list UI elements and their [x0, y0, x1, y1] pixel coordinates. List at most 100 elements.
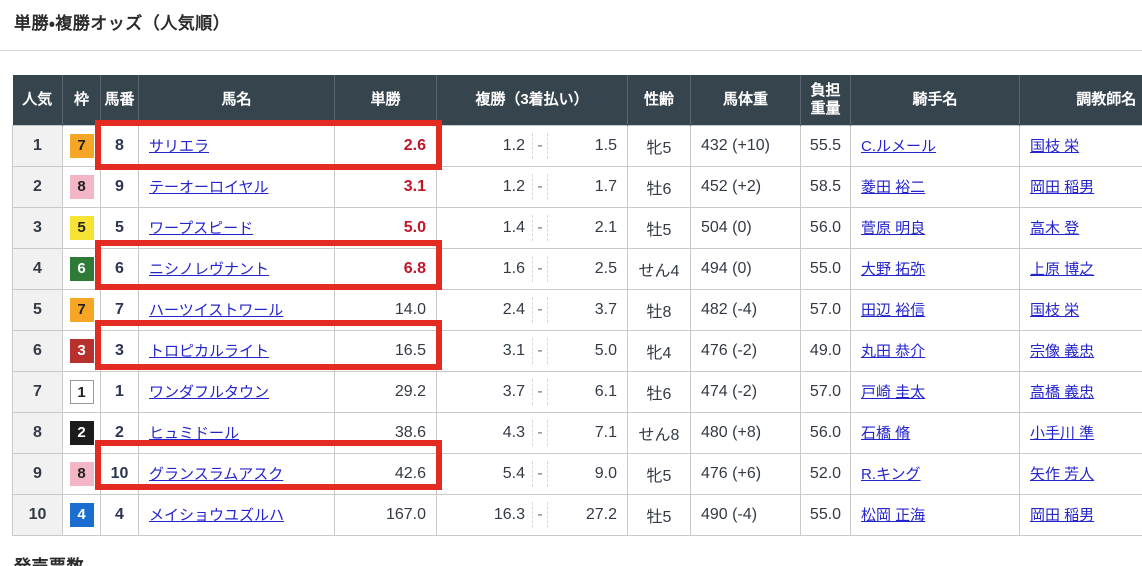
- header-horse: 馬名: [138, 75, 335, 125]
- load-weight-cell: 56.0: [800, 206, 851, 249]
- horse-link[interactable]: ワンダフルタウン: [149, 384, 270, 401]
- header-number: 馬番: [100, 75, 139, 125]
- win-odds-value: 14.0: [394, 300, 426, 318]
- table-row: 2 8 9 テーオーロイヤル 3.1 1.2 - 1.7 牡6 452 (+2)…: [12, 165, 1142, 208]
- horse-name-cell: ハーツイストワール: [138, 288, 335, 331]
- place-odds-low: 3.7: [502, 382, 525, 400]
- sex-age-cell: せん8: [627, 411, 691, 454]
- trainer-cell: 高橋 義忠: [1019, 370, 1142, 413]
- horse-weight-cell: 490 (-4): [690, 493, 801, 536]
- trainer-link[interactable]: 国枝 栄: [1030, 138, 1080, 155]
- jockey-link[interactable]: 松岡 正海: [861, 507, 926, 524]
- place-odds-range: 2.4 - 3.7: [437, 290, 627, 330]
- section-divider: [0, 50, 1142, 51]
- trainer-cell: 岡田 稲男: [1019, 493, 1142, 536]
- horse-link[interactable]: サリエラ: [149, 138, 210, 155]
- jockey-link[interactable]: 石橋 脩: [861, 425, 911, 442]
- horse-number-cell: 4: [100, 493, 139, 536]
- horse-weight-cell: 476 (-2): [690, 329, 801, 372]
- win-odds-cell: 3.1: [334, 165, 437, 208]
- trainer-link[interactable]: 岡田 稲男: [1030, 179, 1095, 196]
- rank-cell: 5: [12, 288, 63, 331]
- jockey-cell: 菱田 裕二: [850, 165, 1020, 208]
- horse-number-cell: 1: [100, 370, 139, 413]
- frame-number-badge: 7: [69, 297, 94, 322]
- horse-number-cell: 7: [100, 288, 139, 331]
- frame-number-badge: 8: [69, 174, 94, 199]
- sex-age-cell: 牡6: [627, 370, 691, 413]
- trainer-link[interactable]: 宗像 義忠: [1030, 343, 1095, 360]
- trainer-link[interactable]: 矢作 芳人: [1030, 466, 1095, 483]
- trainer-link[interactable]: 高木 登: [1030, 220, 1080, 237]
- trainer-link[interactable]: 上原 博之: [1030, 261, 1095, 278]
- horse-number-cell: 10: [100, 452, 139, 495]
- place-odds-separator: -: [532, 132, 548, 159]
- place-odds-cell: 3.1 - 5.0: [436, 329, 628, 372]
- jockey-link[interactable]: 田辺 裕信: [861, 302, 926, 319]
- load-weight-cell: 58.5: [800, 165, 851, 208]
- place-odds-low: 1.4: [502, 218, 525, 236]
- place-odds-cell: 16.3 - 27.2: [436, 493, 628, 536]
- horse-name-cell: メイショウユズルハ: [138, 493, 335, 536]
- horse-link[interactable]: ハーツイストワール: [149, 302, 284, 319]
- horse-link[interactable]: テーオーロイヤル: [149, 179, 269, 196]
- load-weight-cell: 55.0: [800, 247, 851, 290]
- horse-weight-cell: 494 (0): [690, 247, 801, 290]
- horse-link[interactable]: ヒュミドール: [149, 425, 240, 442]
- frame-number-badge: 4: [69, 502, 94, 527]
- place-odds-range: 16.3 - 27.2: [437, 495, 627, 535]
- jockey-cell: 菅原 明良: [850, 206, 1020, 249]
- jockey-link[interactable]: R.キング: [861, 466, 921, 483]
- place-odds-high: 1.5: [594, 136, 617, 154]
- horse-number-cell: 2: [100, 411, 139, 454]
- jockey-link[interactable]: 菱田 裕二: [861, 179, 926, 196]
- win-odds-cell: 6.8: [334, 247, 437, 290]
- rank-cell: 3: [12, 206, 63, 249]
- place-odds-cell: 1.2 - 1.7: [436, 165, 628, 208]
- win-odds-cell: 5.0: [334, 206, 437, 249]
- place-odds-separator: -: [532, 419, 548, 446]
- jockey-cell: 田辺 裕信: [850, 288, 1020, 331]
- place-odds-separator: -: [532, 255, 548, 282]
- horse-link[interactable]: トロピカルライト: [149, 343, 270, 360]
- odds-table-container: 人気 枠 馬番 馬名 単勝 複勝（3着払い） 性齢 馬体重 負担重量 騎手名 調…: [12, 75, 1142, 536]
- jockey-cell: 大野 拓弥: [850, 247, 1020, 290]
- horse-name-cell: トロピカルライト: [138, 329, 335, 372]
- place-odds-low: 5.4: [502, 464, 525, 482]
- jockey-link[interactable]: 大野 拓弥: [861, 261, 926, 278]
- horse-number-cell: 5: [100, 206, 139, 249]
- frame-cell: 4: [62, 493, 101, 536]
- rank-cell: 10: [12, 493, 63, 536]
- table-row: 7 1 1 ワンダフルタウン 29.2 3.7 - 6.1 牡6 474 (-2…: [12, 370, 1142, 413]
- place-odds-cell: 1.6 - 2.5: [436, 247, 628, 290]
- place-odds-low: 1.6: [502, 259, 525, 277]
- horse-link[interactable]: グランスラムアスク: [149, 466, 284, 483]
- jockey-link[interactable]: 菅原 明良: [861, 220, 926, 237]
- horse-link[interactable]: ワープスピード: [149, 220, 254, 237]
- trainer-link[interactable]: 小手川 準: [1030, 425, 1095, 442]
- trainer-link[interactable]: 高橋 義忠: [1030, 384, 1095, 401]
- frame-number-badge: 2: [69, 420, 94, 445]
- table-row: 8 2 2 ヒュミドール 38.6 4.3 - 7.1 せん8 480 (+8)…: [12, 411, 1142, 454]
- trainer-link[interactable]: 岡田 稲男: [1030, 507, 1095, 524]
- place-odds-range: 1.2 - 1.5: [437, 126, 627, 166]
- horse-link[interactable]: ニシノレヴナント: [149, 261, 270, 278]
- rank-cell: 1: [12, 124, 63, 167]
- place-odds-separator: -: [532, 173, 548, 200]
- frame-cell: 8: [62, 165, 101, 208]
- load-weight-cell: 55.5: [800, 124, 851, 167]
- place-odds-range: 1.6 - 2.5: [437, 249, 627, 289]
- horse-link[interactable]: メイショウユズルハ: [149, 507, 285, 524]
- horse-weight-cell: 480 (+8): [690, 411, 801, 454]
- header-jockey: 騎手名: [850, 75, 1020, 125]
- jockey-link[interactable]: C.ルメール: [861, 138, 937, 155]
- jockey-link[interactable]: 戸崎 圭太: [861, 384, 926, 401]
- load-weight-cell: 57.0: [800, 370, 851, 413]
- horse-number-cell: 9: [100, 165, 139, 208]
- frame-number-badge: 1: [69, 379, 94, 404]
- horse-name-cell: ニシノレヴナント: [138, 247, 335, 290]
- jockey-link[interactable]: 丸田 恭介: [861, 343, 926, 360]
- trainer-link[interactable]: 国枝 栄: [1030, 302, 1080, 319]
- jockey-cell: 戸崎 圭太: [850, 370, 1020, 413]
